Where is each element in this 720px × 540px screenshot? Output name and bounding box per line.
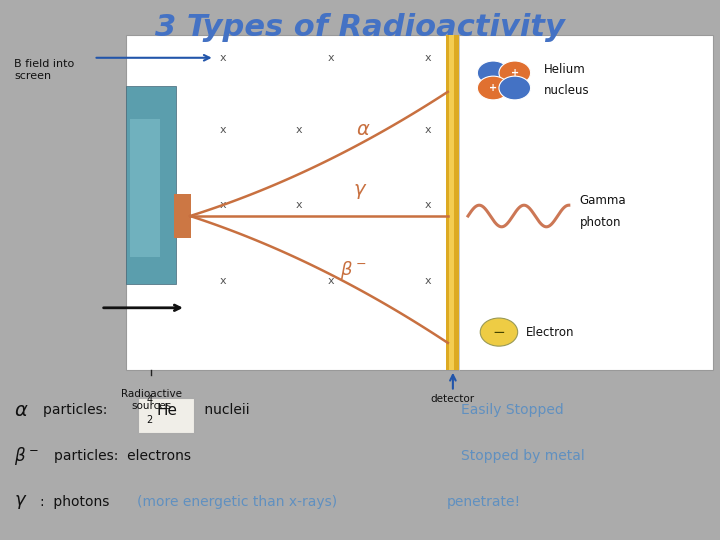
- Text: :  photons: : photons: [40, 495, 113, 509]
- Text: x: x: [295, 200, 302, 210]
- Text: Easily Stopped: Easily Stopped: [461, 403, 564, 417]
- Text: 3 Types of Radioactivity: 3 Types of Radioactivity: [155, 14, 565, 43]
- Text: $\gamma$: $\gamma$: [14, 493, 28, 511]
- FancyBboxPatch shape: [126, 35, 713, 370]
- FancyBboxPatch shape: [446, 35, 459, 370]
- Text: nucleii: nucleii: [200, 403, 250, 417]
- Text: $\alpha$: $\alpha$: [14, 401, 29, 420]
- Text: Stopped by metal: Stopped by metal: [461, 449, 585, 463]
- Text: $\gamma$: $\gamma$: [353, 182, 367, 201]
- FancyBboxPatch shape: [130, 119, 160, 256]
- Text: −: −: [492, 325, 505, 340]
- Text: x: x: [328, 53, 335, 63]
- FancyBboxPatch shape: [174, 194, 191, 238]
- Circle shape: [499, 76, 531, 100]
- Text: x: x: [220, 125, 227, 134]
- FancyBboxPatch shape: [449, 35, 454, 370]
- Text: x: x: [425, 53, 432, 63]
- Text: x: x: [220, 200, 227, 210]
- Text: x: x: [220, 276, 227, 286]
- Text: penetrate!: penetrate!: [446, 495, 521, 509]
- Text: detector: detector: [431, 394, 475, 404]
- Text: x: x: [295, 125, 302, 134]
- Text: x: x: [425, 125, 432, 134]
- Text: Helium: Helium: [544, 63, 585, 76]
- Text: $\beta^-$: $\beta^-$: [340, 259, 366, 281]
- Text: particles:: particles:: [43, 403, 117, 417]
- Text: photon: photon: [580, 216, 621, 229]
- Text: particles:  electrons: particles: electrons: [54, 449, 191, 463]
- Circle shape: [480, 318, 518, 346]
- Text: (more energetic than x-rays): (more energetic than x-rays): [137, 495, 337, 509]
- Text: x: x: [328, 276, 335, 286]
- FancyBboxPatch shape: [138, 398, 194, 433]
- Circle shape: [477, 61, 509, 85]
- Text: Electron: Electron: [526, 326, 574, 339]
- Text: $\alpha$: $\alpha$: [356, 120, 371, 139]
- Text: He: He: [156, 403, 177, 418]
- Text: +: +: [489, 83, 498, 93]
- Circle shape: [499, 61, 531, 85]
- Text: Gamma: Gamma: [580, 194, 626, 207]
- Text: x: x: [425, 276, 432, 286]
- Text: B field into
screen: B field into screen: [14, 59, 75, 82]
- Text: Radioactive
sources: Radioactive sources: [121, 389, 181, 411]
- Text: 2: 2: [146, 415, 153, 425]
- Circle shape: [477, 76, 509, 100]
- Text: nucleus: nucleus: [544, 84, 589, 97]
- Text: +: +: [510, 68, 519, 78]
- Text: x: x: [425, 200, 432, 210]
- Text: 4: 4: [146, 395, 153, 404]
- Text: x: x: [220, 53, 227, 63]
- FancyBboxPatch shape: [126, 86, 176, 284]
- Text: $\beta^-$: $\beta^-$: [14, 446, 39, 467]
